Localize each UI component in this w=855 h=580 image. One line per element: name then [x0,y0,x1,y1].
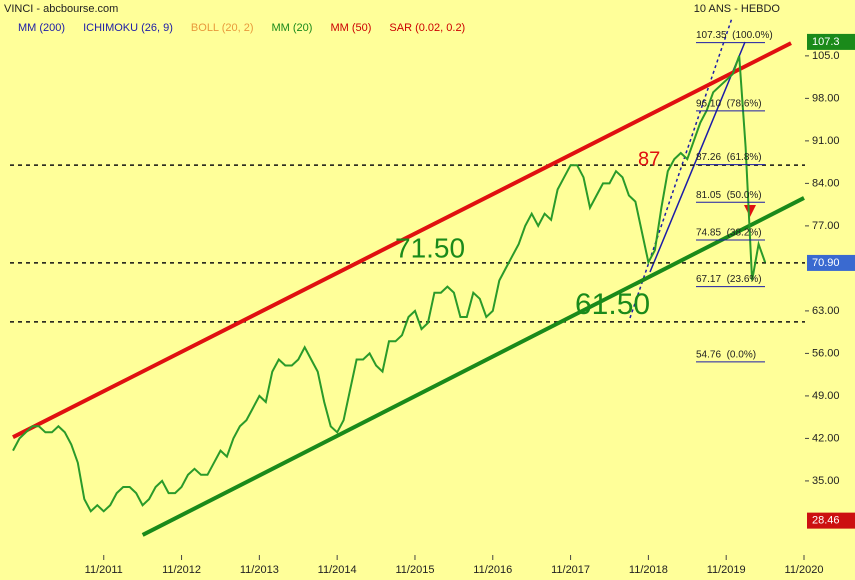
annotation: 87 [638,148,660,170]
x-tick-label: 11/2015 [395,564,434,576]
y-tick-label: 105.0 [812,50,840,62]
fib-channel [629,17,733,319]
price-box [807,33,855,50]
fib-line [649,41,746,273]
x-tick-label: 11/2011 [85,564,123,576]
chart-subtitle: 10 ANS - HEBDO [694,3,781,15]
y-tick-label: 49.00 [812,390,840,402]
trendline [141,196,805,537]
legend-item: MM (50) [330,22,371,34]
trendline [12,41,792,439]
x-tick-label: 11/2016 [473,564,512,576]
legend-item: MM (200) [18,22,65,34]
fib-label: 81.05 (50.0%) [696,190,762,201]
x-tick-label: 11/2012 [162,564,201,576]
fib-label: 96.10 (78.6%) [696,99,762,110]
y-tick-label: 63.00 [812,305,840,317]
y-tick-label: 42.00 [812,432,840,444]
x-tick-label: 11/2014 [318,564,357,576]
annotation: 71.50 [395,232,465,263]
y-tick-label: 56.00 [812,347,840,359]
fib-label: 54.76 (0.0%) [696,350,756,361]
price-box [807,254,855,271]
fib-label: 74.85 (38.2%) [696,228,762,239]
price-box-label: 107.3 [812,36,840,48]
annotation: 61.50 [575,288,650,321]
x-tick-label: 11/2018 [629,564,668,576]
chart-title: VINCI - abcbourse.com [4,3,118,15]
y-tick-label: 84.00 [812,177,840,189]
fib-label: 67.17 (23.6%) [696,274,762,285]
price-box [807,512,855,529]
x-tick-label: 11/2017 [551,564,590,576]
legend-item: SAR (0.02, 0.2) [389,22,465,34]
y-tick-label: 98.00 [812,92,840,104]
y-tick-label: 35.00 [812,475,840,487]
x-tick-label: 11/2020 [785,564,824,576]
price-line [12,55,767,513]
fib-label: 107.35 (100.0%) [696,30,773,41]
legend-item: ICHIMOKU (26, 9) [83,22,173,34]
y-tick-label: 77.00 [812,220,840,232]
price-box-label: 28.46 [812,515,840,527]
legend-item: MM (20) [272,22,313,34]
legend-item: BOLL (20, 2) [191,22,254,34]
x-tick-label: 11/2013 [240,564,279,576]
x-tick-label: 11/2019 [707,564,746,576]
arrow [744,205,756,217]
price-box-label: 70.90 [812,257,840,269]
fib-label: 87.26 (61.8%) [696,152,762,163]
y-tick-label: 91.00 [812,135,840,147]
